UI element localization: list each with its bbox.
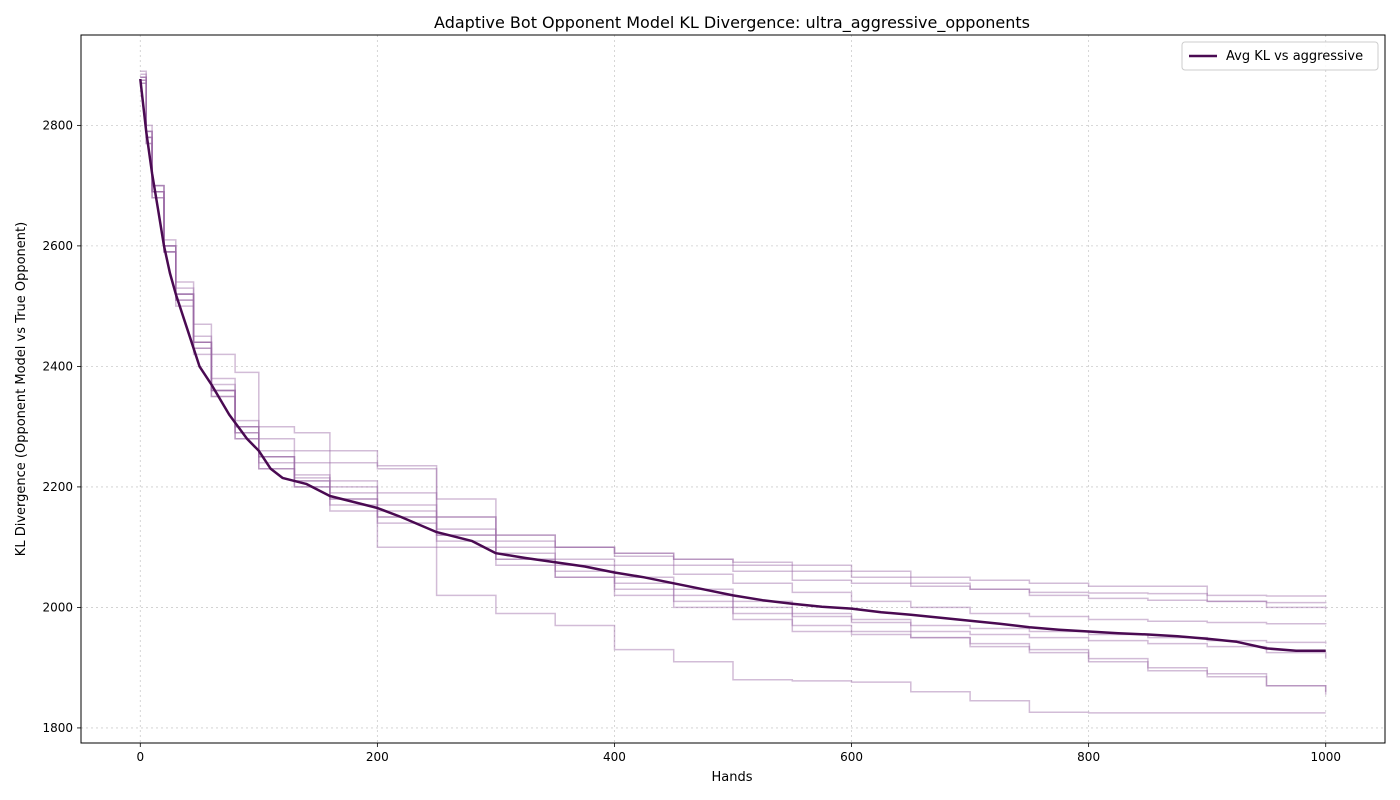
y-tick-label: 1800: [42, 721, 73, 735]
x-tick-label: 800: [1077, 750, 1100, 764]
y-tick-label: 2800: [42, 118, 73, 132]
x-tick-label: 400: [603, 750, 626, 764]
x-tick-label: 600: [840, 750, 863, 764]
run-line-8: [140, 79, 1327, 695]
y-tick-label: 2400: [42, 359, 73, 373]
run-line-4: [140, 79, 1327, 625]
y-axis-label: KL Divergence (Opponent Model vs True Op…: [14, 222, 29, 556]
y-tick-label: 2000: [42, 600, 73, 614]
individual-runs: [140, 70, 1327, 714]
avg-kl-line: [139, 78, 1326, 653]
x-tick-label: 200: [366, 750, 389, 764]
legend-label-avg: Avg KL vs aggressive: [1226, 49, 1363, 64]
plot-frame: [80, 34, 1386, 744]
mean-series: [139, 78, 1326, 653]
chart-title: Adaptive Bot Opponent Model KL Divergenc…: [434, 13, 1030, 33]
grid: [81, 35, 1385, 743]
y-tick-label: 2200: [42, 480, 73, 494]
run-line-6: [140, 73, 1327, 659]
run-line-7: [140, 82, 1327, 692]
run-line-9: [140, 76, 1326, 714]
x-tick-label: 1000: [1310, 750, 1341, 764]
axis-ticks: 0 200 400 600 800 1000 1800 2000 2200 2400 2600 280…: [42, 118, 1341, 764]
legend: Avg KL vs aggressive: [1181, 41, 1379, 71]
x-tick-label: 0: [136, 750, 144, 764]
run-line-3: [140, 70, 1327, 610]
y-tick-label: 2600: [42, 239, 73, 253]
legend-box: [1181, 41, 1379, 71]
x-axis-label: Hands: [711, 770, 752, 785]
run-line-1: [140, 76, 1327, 597]
run-line-2: [140, 82, 1327, 604]
